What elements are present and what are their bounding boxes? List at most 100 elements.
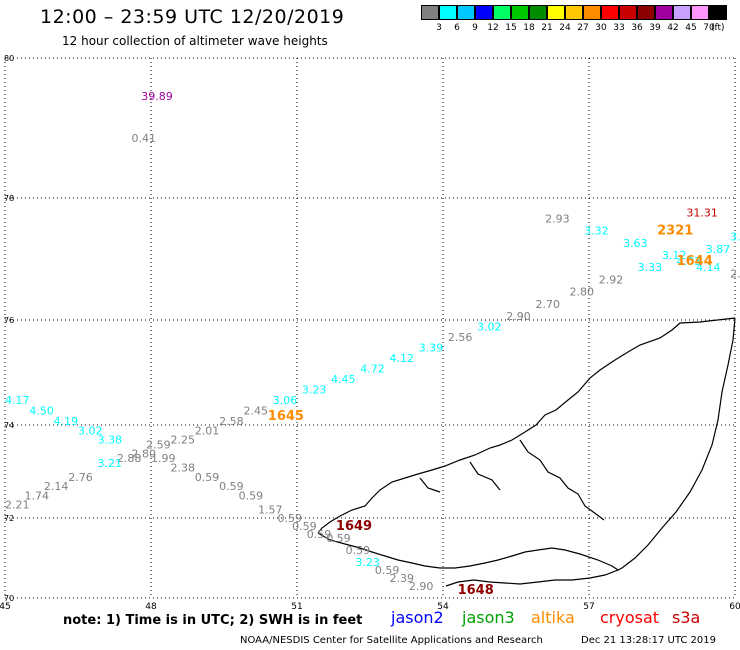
legend-label: 30	[595, 23, 607, 33]
wave-height-readings: 39.89 0.41 31.31 2.93 3.32 3.63 3.873. 3.124.03…	[5, 90, 740, 593]
pass-time-label: 1649	[336, 519, 372, 534]
wave-height-value: 0.59	[375, 564, 400, 577]
legend-swatch	[619, 5, 637, 20]
satellite-name: jason3	[462, 608, 515, 627]
wave-height-value: 2.39	[389, 572, 414, 585]
wave-height-value: 2.25	[170, 434, 195, 447]
legend-swatch	[439, 5, 457, 20]
legend-label: 42	[667, 23, 679, 33]
wave-height-value: 4.19	[54, 415, 79, 428]
wave-height-value: 3.06	[273, 394, 298, 407]
legend-swatch	[637, 5, 655, 20]
wave-height-value: 2.88	[117, 452, 142, 465]
axis-tick-labels: 45 48 51 54 57 60 70 72 74 76 78 80	[0, 54, 740, 612]
wave-height-value: 4.50	[29, 405, 54, 418]
wave-height-value: 2.01	[195, 424, 220, 437]
coastline-inner-bays	[419, 439, 605, 521]
pass-time-label: 1645	[268, 409, 304, 424]
wave-height-value: 3.02	[78, 424, 103, 437]
legend-label: 45	[685, 23, 697, 33]
wave-height-value: 4.45	[331, 373, 356, 386]
legend-swatch	[601, 5, 619, 20]
wave-height-value: 2.45	[243, 405, 268, 418]
wave-height-value: 0.59	[219, 480, 244, 493]
wave-height-value: 2.49	[730, 267, 740, 280]
wave-height-value: 0.59	[292, 520, 317, 533]
lon-tick-label: 45	[0, 602, 11, 612]
wave-height-value: 3.32	[584, 225, 609, 238]
wave-height-value: 2.38	[170, 462, 195, 475]
lat-tick-label: 72	[4, 514, 14, 523]
satellite-name: altika	[531, 608, 575, 627]
lon-tick-label: 57	[583, 602, 594, 612]
legend-swatch	[493, 5, 511, 20]
legend-label: 9	[472, 23, 478, 33]
wave-height-value: 1.74	[24, 489, 49, 502]
legend-swatch	[583, 5, 601, 20]
legend-swatch	[529, 5, 547, 20]
legend-swatch	[673, 5, 691, 20]
page-title: 12:00 – 23:59 UTC 12/20/2019	[40, 6, 345, 28]
satellite-name: jason2	[391, 608, 444, 627]
legend-label: 39	[649, 23, 661, 33]
wave-height-value: 31.31	[686, 206, 718, 219]
legend-swatch	[457, 5, 475, 20]
wave-height-value: 3.33	[638, 261, 663, 274]
wave-height-value: 3.12	[662, 249, 687, 262]
legend-label: 27	[577, 23, 589, 33]
wave-height-value: 1.57	[258, 503, 283, 516]
wave-height-value: 3.87	[706, 243, 731, 256]
legend-swatch	[421, 5, 439, 20]
wave-height-value: 2.90	[409, 580, 434, 593]
wave-height-value: 2.76	[68, 471, 93, 484]
wave-height-value: 0.59	[239, 489, 264, 502]
lat-tick-label: 74	[4, 421, 14, 430]
lon-tick-label: 54	[437, 602, 449, 612]
wave-height-value: 0.59	[326, 532, 351, 545]
legend-label: 70	[703, 23, 715, 33]
wave-height-value: 2.56	[448, 331, 473, 344]
legend-label: 36	[631, 23, 643, 33]
wave-height-value: 1.99	[151, 452, 176, 465]
satellite-name: cryosat	[600, 608, 660, 627]
legend-swatch	[565, 5, 583, 20]
coastline-novaya-zemlya	[317, 317, 736, 587]
wave-height-value: 3.02	[477, 321, 502, 334]
legend-label: 33	[613, 23, 625, 33]
wave-height-value: 2.93	[545, 212, 570, 225]
pass-time-label: 2321	[657, 224, 693, 239]
legend-label: 24	[559, 23, 571, 33]
wave-height-value: 3.63	[623, 237, 648, 250]
wave-height-value: 4.72	[360, 363, 385, 376]
wave-height-value: 3.23	[355, 556, 380, 569]
footer-note: note: 1) Time is in UTC; 2) SWH is in fe…	[63, 613, 363, 628]
page-subtitle: 12 hour collection of altimeter wave hei…	[62, 34, 328, 48]
wave-height-value: 0.41	[132, 132, 157, 145]
wave-height-value: 4.14	[696, 261, 721, 274]
legend-label: 12	[487, 23, 499, 33]
wave-height-value: 39.89	[141, 90, 173, 103]
wave-height-value: 2.90	[506, 310, 531, 323]
pass-time-label: 1648	[458, 583, 494, 598]
footer-timestamp: Dec 21 13:28:17 UTC 2019	[581, 635, 716, 646]
wave-height-value: 0.59	[346, 544, 371, 557]
wave-height-value: 2.80	[132, 448, 157, 461]
wave-height-value: 2.92	[599, 273, 624, 286]
wave-height-value: 2.70	[535, 298, 560, 311]
legend-label: 6	[454, 23, 460, 33]
wave-height-value: 3.23	[302, 384, 327, 397]
legend-label: 3	[436, 23, 442, 33]
lat-tick-label: 76	[4, 316, 14, 325]
legend-swatch	[475, 5, 493, 20]
wave-height-value: 3.21	[97, 457, 122, 470]
wave-height-value: 2.14	[44, 480, 69, 493]
legend-swatch	[511, 5, 529, 20]
coastline-matochkin-strait	[317, 532, 620, 587]
lon-tick-label: 48	[145, 602, 157, 612]
legend-unit: (ft)	[711, 23, 725, 33]
graticule-grid	[4, 57, 736, 599]
wave-height-value: 0.59	[278, 512, 303, 525]
lon-tick-label: 60	[729, 602, 740, 612]
satellite-name: s3a	[672, 608, 701, 627]
